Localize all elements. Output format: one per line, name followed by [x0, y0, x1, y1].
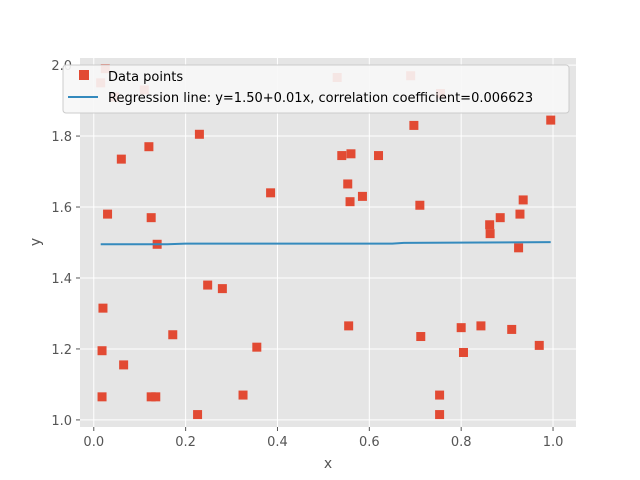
data-point	[146, 213, 156, 223]
data-point	[151, 392, 161, 402]
data-point	[435, 390, 445, 400]
axis-ticks: 0.0 0.2 0.4 0.6 0.8 1.01.01.21.41.61.82.0	[51, 59, 563, 450]
data-point	[485, 220, 495, 230]
data-point	[458, 347, 468, 357]
data-point	[266, 188, 276, 198]
data-point	[119, 360, 129, 370]
data-point	[203, 280, 213, 290]
legend: Data points Regression line: y=1.50+0.01…	[62, 64, 570, 114]
y-tick-label: 1.8	[51, 130, 72, 145]
data-point	[194, 129, 204, 139]
legend-label-regression-line: Regression line: y=1.50+0.01x, correlati…	[108, 91, 533, 106]
data-point	[485, 229, 495, 239]
y-axis-label: y	[28, 238, 44, 246]
data-point	[415, 200, 425, 210]
legend-box	[62, 64, 570, 114]
data-point	[374, 151, 384, 161]
data-point	[416, 332, 426, 342]
y-tick-label: 1.2	[51, 343, 72, 358]
data-point	[337, 151, 347, 161]
data-point	[97, 392, 107, 402]
x-tick-label: 0.2	[175, 435, 196, 450]
data-point	[534, 340, 544, 350]
y-tick-label: 1.6	[51, 201, 72, 216]
x-tick-label: 0.0	[83, 435, 104, 450]
data-marks	[96, 64, 556, 420]
data-point	[116, 154, 126, 164]
data-point	[144, 142, 154, 152]
legend-label-data-points: Data points	[108, 70, 183, 85]
data-point	[238, 390, 248, 400]
data-point	[476, 321, 486, 331]
data-point	[518, 195, 528, 205]
data-point	[507, 324, 517, 334]
data-point	[346, 149, 356, 159]
data-point	[345, 197, 355, 207]
x-axis-label: x	[324, 456, 332, 472]
data-point	[435, 410, 445, 420]
data-point	[103, 209, 113, 219]
data-point	[193, 410, 203, 420]
data-point	[217, 284, 227, 294]
data-point	[252, 342, 262, 352]
data-point	[515, 209, 525, 219]
data-point	[546, 115, 556, 125]
data-point	[168, 330, 178, 340]
regression-line	[100, 241, 551, 246]
data-point	[456, 323, 466, 333]
data-point	[146, 392, 156, 402]
y-tick-label: 1.0	[51, 414, 72, 429]
y-tick-label: 1.4	[51, 272, 72, 287]
data-point	[343, 179, 353, 189]
x-tick-label: 0.6	[359, 435, 380, 450]
data-point	[409, 120, 419, 130]
data-point	[514, 243, 524, 253]
data-point	[97, 346, 107, 356]
x-tick-label: 0.8	[451, 435, 472, 450]
data-point	[98, 303, 108, 313]
data-point	[495, 213, 505, 223]
x-tick-label: 1.0	[543, 435, 564, 450]
data-point	[357, 191, 367, 201]
legend-marker-data-points	[79, 70, 89, 80]
x-tick-label: 0.4	[267, 435, 288, 450]
data-point	[344, 321, 354, 331]
